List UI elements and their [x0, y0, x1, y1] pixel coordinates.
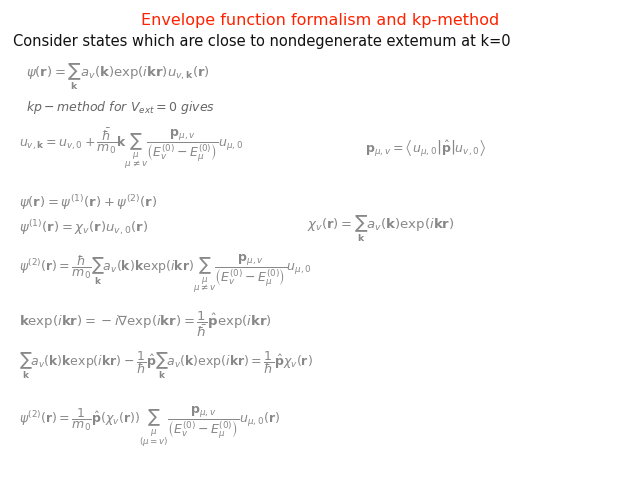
Text: $\mathbf{p}_{\mu,v} = \left\langle u_{\mu,0}\left|\hat{\mathbf{p}}\right|u_{v,0}: $\mathbf{p}_{\mu,v} = \left\langle u_{\m… [365, 139, 486, 159]
Text: $\psi(\mathbf{r}) = \psi^{(1)}(\mathbf{r}) + \psi^{(2)}(\mathbf{r})$: $\psi(\mathbf{r}) = \psi^{(1)}(\mathbf{r… [19, 193, 157, 212]
Text: $\psi^{(2)}(\mathbf{r}) = \dfrac{\hbar}{m_0}\sum_{\mathbf{k}} a_v(\mathbf{k})\ma: $\psi^{(2)}(\mathbf{r}) = \dfrac{\hbar}{… [19, 252, 312, 295]
Text: $u_{v,\mathbf{k}} = u_{v,0} + \dfrac{\bar{\hbar}}{m_0}\mathbf{k}\sum_{\substack{: $u_{v,\mathbf{k}} = u_{v,0} + \dfrac{\ba… [19, 127, 244, 171]
Text: $\chi_v(\mathbf{r}) = \sum_{\mathbf{k}} a_v(\mathbf{k})\exp(i\mathbf{k}\mathbf{r: $\chi_v(\mathbf{r}) = \sum_{\mathbf{k}} … [307, 213, 454, 244]
Text: Envelope function formalism and kp-method: Envelope function formalism and kp-metho… [141, 13, 499, 28]
Text: $\sum_{\mathbf{k}} a_v(\mathbf{k})\mathbf{k}\exp(i\mathbf{k}\mathbf{r}) - \dfrac: $\sum_{\mathbf{k}} a_v(\mathbf{k})\mathb… [19, 349, 313, 381]
Text: $\psi^{(2)}(\mathbf{r}) = \dfrac{1}{m_0}\hat{\mathbf{p}}(\chi_v(\mathbf{r}))\sum: $\psi^{(2)}(\mathbf{r}) = \dfrac{1}{m_0}… [19, 405, 280, 449]
Text: Consider states which are close to nondegenerate extemum at k=0: Consider states which are close to nonde… [13, 34, 511, 48]
Text: $\psi^{(1)}(\mathbf{r}) = \chi_v(\mathbf{r})u_{v,0}(\mathbf{r})$: $\psi^{(1)}(\mathbf{r}) = \chi_v(\mathbf… [19, 219, 148, 238]
Text: $kp - method\ for\ V_{ext} = 0\ gives$: $kp - method\ for\ V_{ext} = 0\ gives$ [26, 99, 214, 117]
Text: $\psi(\mathbf{r}) = \sum_{\mathbf{k}} a_v(\mathbf{k})\exp(i\mathbf{k}\mathbf{r}): $\psi(\mathbf{r}) = \sum_{\mathbf{k}} a_… [26, 61, 209, 92]
Text: $\mathbf{k}\exp(i\mathbf{k}\mathbf{r}) = -i\nabla\exp(i\mathbf{k}\mathbf{r}) = \: $\mathbf{k}\exp(i\mathbf{k}\mathbf{r}) =… [19, 309, 272, 339]
